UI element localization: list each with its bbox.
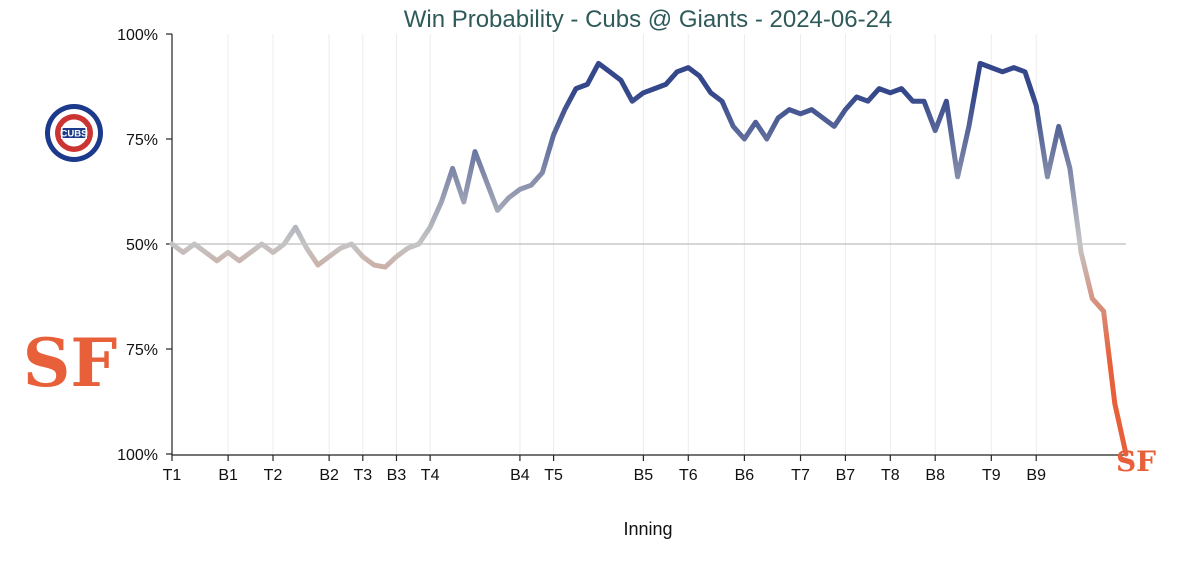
y-tick-label: 50% (126, 237, 158, 254)
x-tick-label: T8 (881, 467, 900, 484)
x-tick-label: T5 (544, 467, 563, 484)
win-probability-line (169, 60, 1129, 457)
x-axis-label: Inning (623, 519, 672, 539)
cubs-logo-icon: CUBS (45, 104, 103, 162)
x-tick-labels: T1 B1 T2 B2 T3 B3 T4 B4 T5 B5 T6 B6 T7 B7 T8 B8 T9 B9 (163, 455, 1046, 484)
x-tick-label: T9 (982, 467, 1001, 484)
x-tick-label: B6 (735, 467, 755, 484)
x-tick-label: B1 (218, 467, 238, 484)
y-tick-label: 75% (126, 342, 158, 359)
y-tick-label: 75% (126, 132, 158, 149)
x-tick-label: T2 (264, 467, 283, 484)
chart-title: Win Probability - Cubs @ Giants - 2024-0… (404, 6, 893, 33)
x-tick-label: B9 (1026, 467, 1046, 484)
x-tick-label: B2 (319, 467, 339, 484)
giants-end-marker-icon: SF (1116, 445, 1156, 478)
giants-logo-icon: SF (23, 324, 118, 402)
x-tick-label: T4 (421, 467, 440, 484)
x-tick-label: B5 (634, 467, 654, 484)
y-tick-labels: 100% 75% 50% 75% 100% (117, 27, 172, 464)
x-tick-label: T6 (679, 467, 698, 484)
x-tick-label: B8 (925, 467, 945, 484)
y-tick-label: 100% (117, 27, 158, 44)
svg-text:SF: SF (23, 324, 118, 402)
x-tick-label: T7 (791, 467, 810, 484)
x-tick-label: T3 (353, 467, 372, 484)
x-tick-label: B7 (836, 467, 856, 484)
y-tick-label: 100% (117, 447, 158, 464)
x-tick-label: B4 (510, 467, 530, 484)
cubs-logo-text: CUBS (61, 129, 88, 140)
x-tick-label: T1 (163, 467, 182, 484)
svg-text:SF: SF (1116, 445, 1156, 478)
x-tick-label: B3 (387, 467, 407, 484)
